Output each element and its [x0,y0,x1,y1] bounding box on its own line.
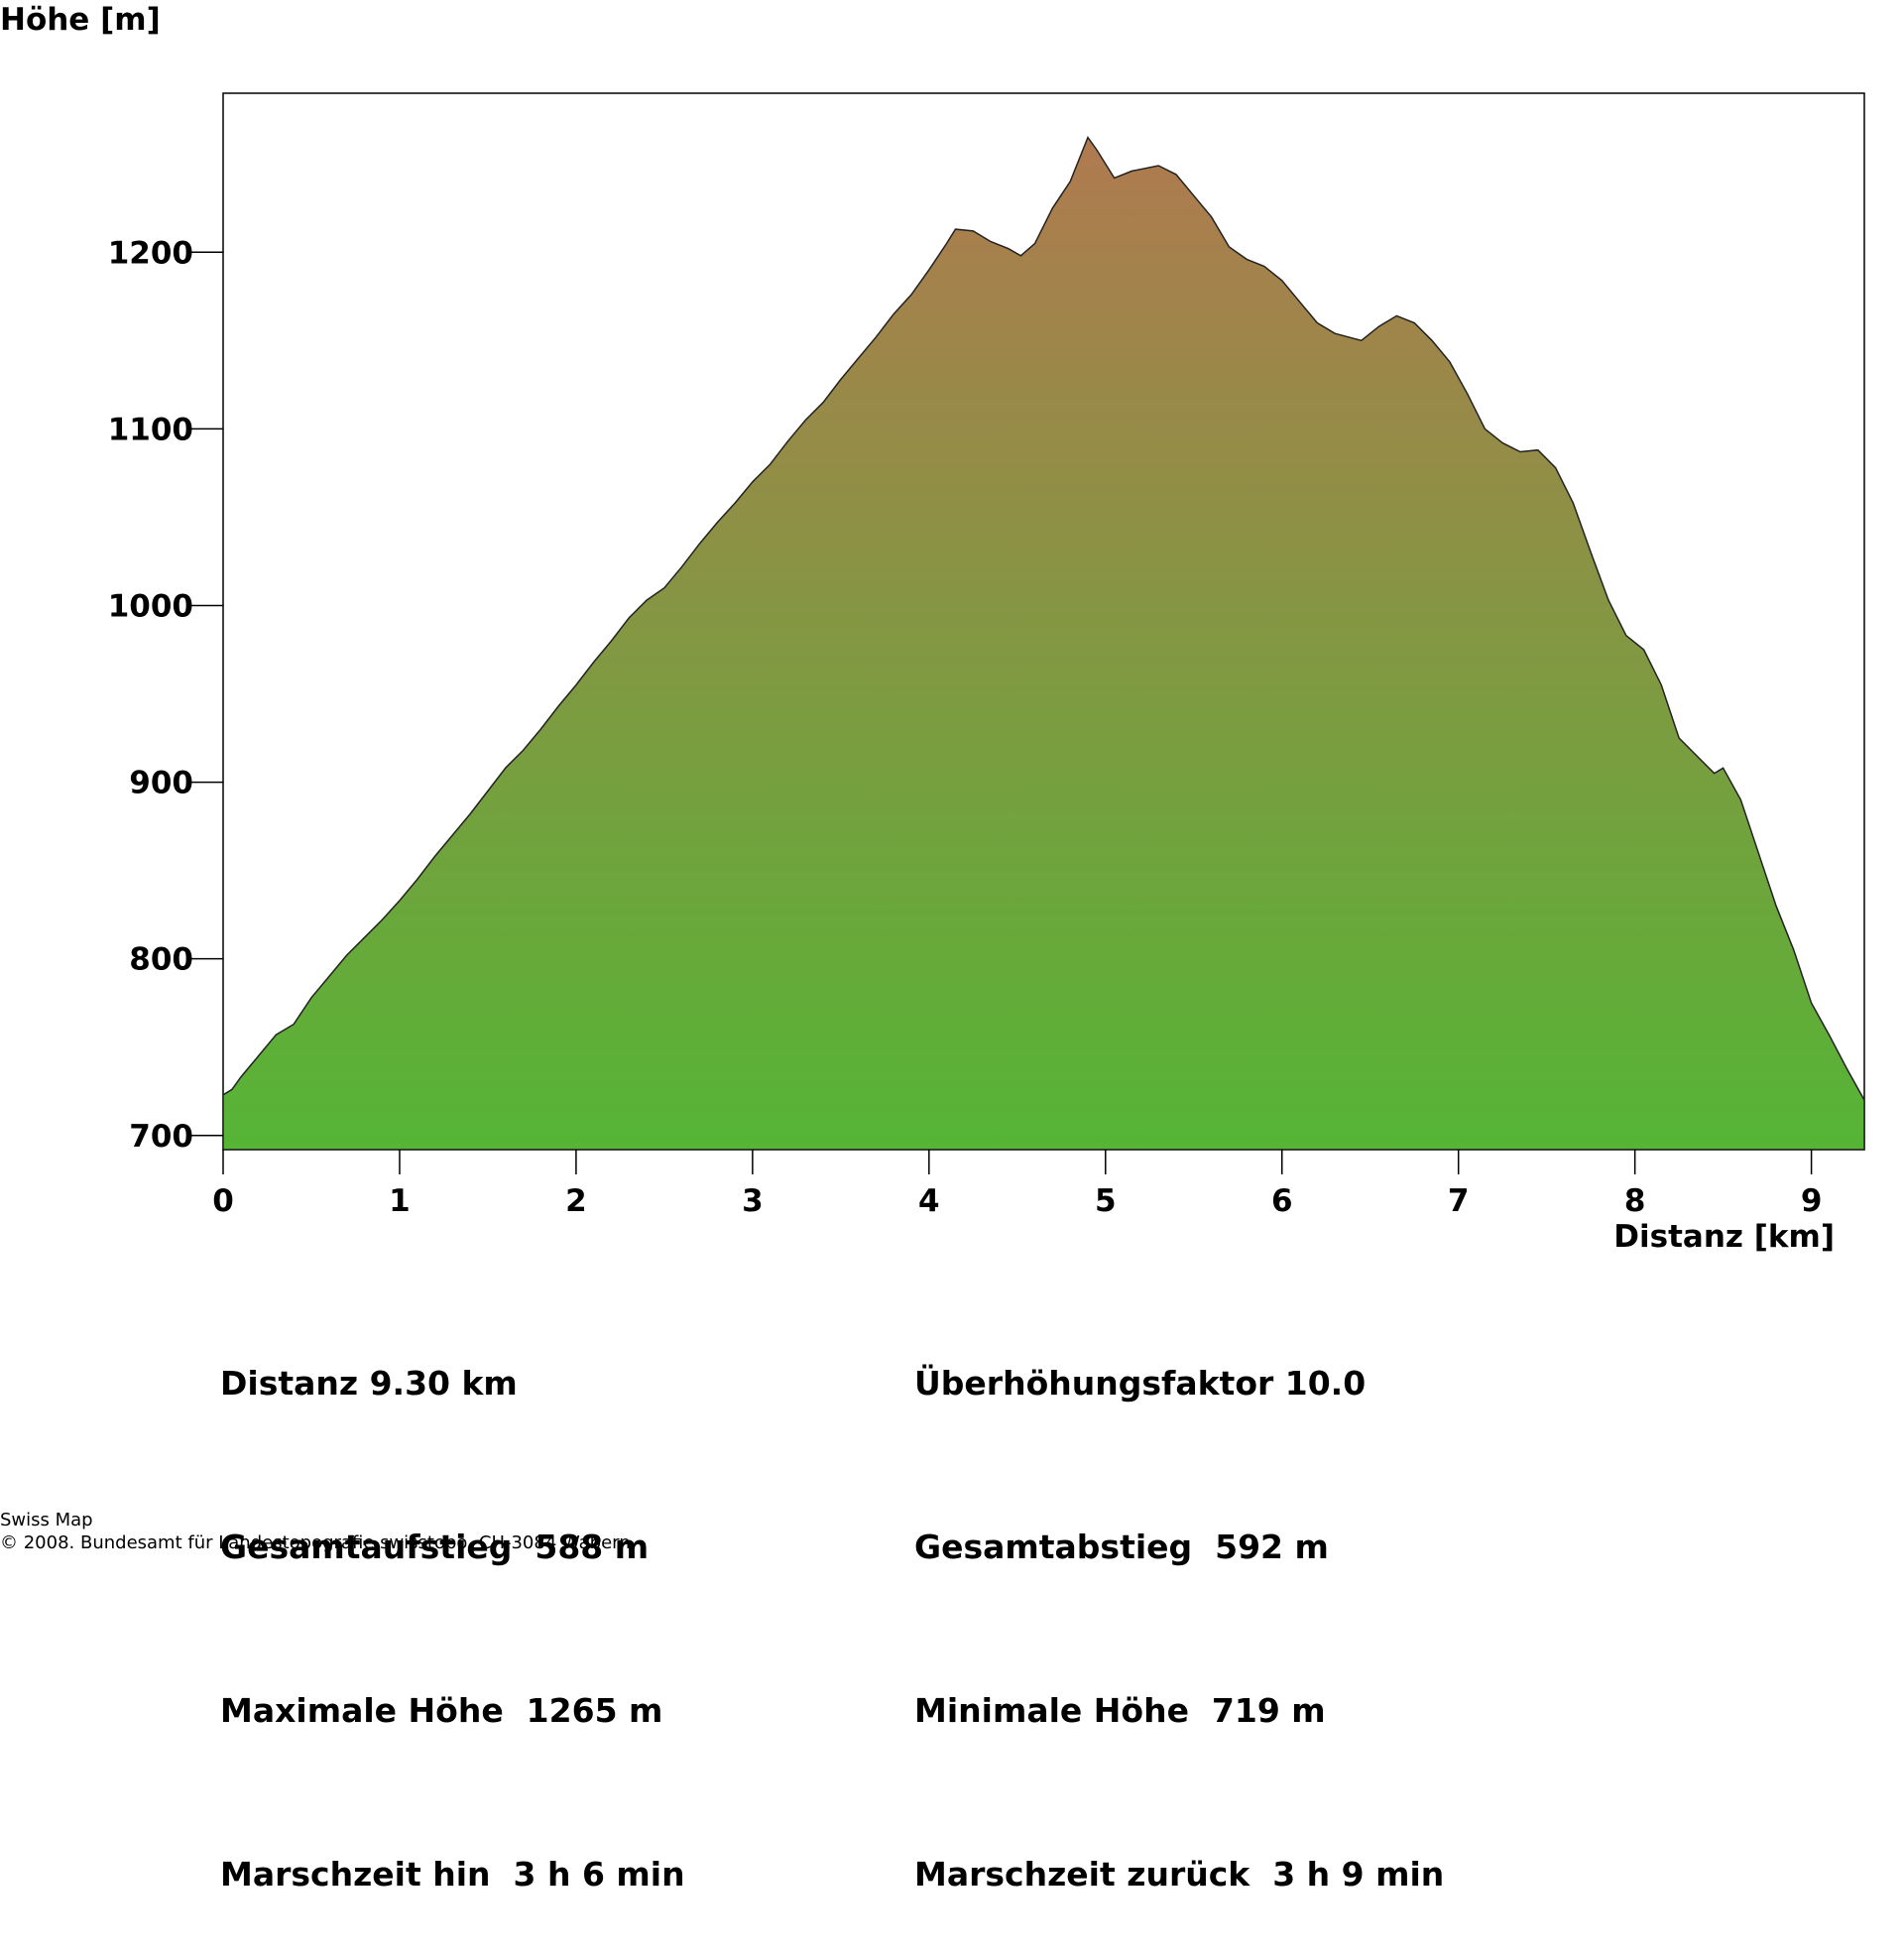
credit-title: Swiss Map [0,1510,93,1530]
elevation-profile-chart: Höhe [m] 700 800 900 1000 1100 1200 0 1 2 3 4 5 6 7 8… [0,2,1865,1255]
credit-copyright: © 2008. Bundesamt für Landestopografie s… [0,1532,631,1553]
y-tick-label: 1100 [108,412,193,447]
stats-right: Überhöhungsfaktor 10.0 Gesamtabstieg 592… [914,1247,1444,1956]
stat-total-descent: Gesamtabstieg 592 m [914,1528,1329,1566]
y-tick-label: 900 [129,766,193,801]
x-tick-label: 8 [1624,1183,1646,1219]
x-tick-label: 2 [565,1183,587,1219]
y-tick-label: 1000 [108,588,193,624]
stat-exaggeration-factor: Überhöhungsfaktor 10.0 [914,1364,1367,1403]
stats-left: Distanz 9.30 km Gesamtaufstieg 588 m Max… [220,1247,685,1956]
y-tick-label: 1200 [108,235,193,271]
y-axis: 700 800 900 1000 1100 1200 [108,235,223,1155]
stat-min-elevation: Minimale Höhe 719 m [914,1691,1326,1730]
stat-walk-time-back: Marschzeit zurück 3 h 9 min [914,1855,1445,1894]
y-tick-label: 700 [129,1119,193,1155]
x-tick-label: 6 [1271,1183,1293,1219]
x-tick-label: 1 [389,1183,411,1219]
y-axis-label: Höhe [m] [0,2,161,38]
x-axis: 0 1 2 3 4 5 6 7 8 9 [212,1150,1822,1219]
stat-distance: Distanz 9.30 km [220,1364,518,1403]
x-tick-label: 4 [918,1183,940,1219]
y-tick-label: 800 [129,942,193,978]
x-tick-label: 0 [212,1183,234,1219]
x-tick-label: 5 [1095,1183,1117,1219]
x-axis-label: Distanz [km] [1613,1219,1835,1255]
stat-max-elevation: Maximale Höhe 1265 m [220,1691,663,1730]
x-tick-label: 7 [1448,1183,1470,1219]
elevation-area [222,135,1865,1151]
stat-walk-time-out: Marschzeit hin 3 h 6 min [220,1855,685,1894]
x-tick-label: 3 [742,1183,764,1219]
x-tick-label: 9 [1801,1183,1823,1219]
